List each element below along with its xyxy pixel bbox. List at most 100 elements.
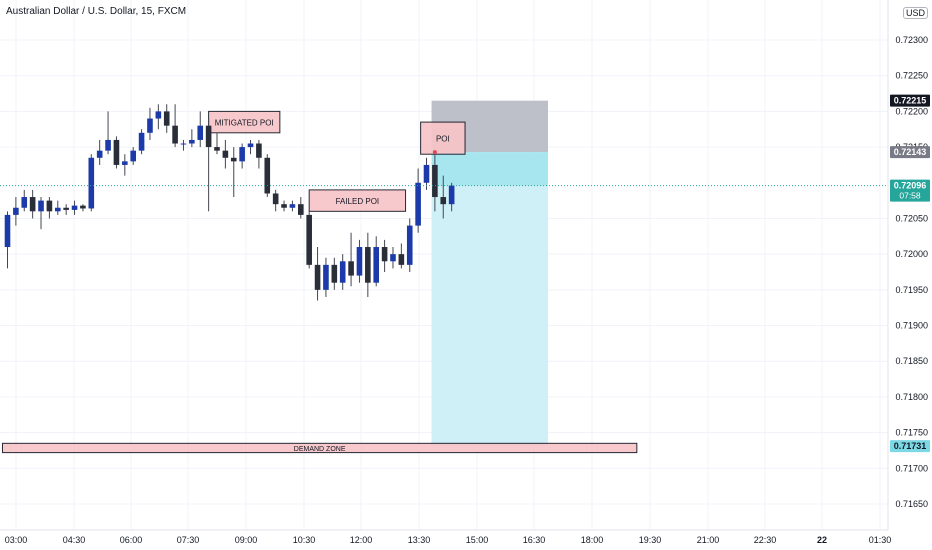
candle-down — [440, 197, 447, 205]
candle-down — [314, 264, 321, 290]
candle-up — [105, 139, 111, 151]
price-tick-label: 0.72250 — [895, 71, 928, 81]
candle-down — [264, 157, 271, 194]
time-tick-label: 04:30 — [63, 535, 86, 545]
candle-down — [381, 247, 388, 262]
candle-down — [63, 207, 69, 210]
candle-up — [448, 185, 455, 205]
price-label-countdown: 07:58 — [899, 191, 921, 201]
poi-box[interactable] — [420, 121, 466, 155]
candle-down — [298, 204, 304, 215]
candle-down — [230, 157, 237, 162]
price-tick-label: 0.71650 — [895, 499, 928, 509]
time-tick-label: 07:30 — [177, 535, 200, 545]
candle-up — [239, 147, 245, 162]
time-tick-label: 15:00 — [466, 535, 489, 545]
candle-down — [172, 125, 178, 144]
annotation-boxes[interactable]: MITIGATED POI FAILED POI POI DEMAND ZONE — [1, 110, 638, 454]
price-tick-label: 0.71850 — [895, 356, 928, 366]
candle-up — [339, 261, 346, 283]
price-axis-background[interactable] — [888, 0, 932, 550]
time-tick-label: 03:00 — [5, 535, 28, 545]
candle-down — [256, 143, 262, 158]
candle-up — [289, 204, 296, 208]
candle-up — [356, 247, 363, 276]
candles — [4, 104, 455, 301]
price-tick-label: 0.72200 — [895, 106, 928, 116]
time-tick-label: 16:30 — [523, 535, 546, 545]
candle-up — [406, 225, 413, 265]
candle-up — [197, 125, 204, 140]
candle-up — [71, 205, 78, 210]
failed-poi-box[interactable] — [308, 189, 407, 212]
time-tick-label: 06:00 — [120, 535, 143, 545]
candle-up — [373, 247, 380, 283]
candle-up — [138, 132, 145, 151]
time-tick-label: 12:00 — [350, 535, 373, 545]
candle-up — [130, 150, 136, 162]
time-tick-label: 22 — [817, 535, 827, 545]
candle-down — [163, 111, 170, 126]
price-tick-label: 0.72300 — [895, 35, 928, 45]
candle-up — [390, 254, 396, 262]
price-label-dark — [890, 94, 930, 107]
time-tick-label: 09:00 — [235, 535, 258, 545]
candle-down — [113, 139, 120, 165]
candle-up — [122, 161, 128, 165]
candle-up — [96, 150, 103, 158]
candle-down — [46, 200, 53, 212]
candle-down — [281, 204, 287, 208]
entry-marker — [432, 150, 437, 155]
time-tick-label: 01:30 — [869, 535, 892, 545]
candle-down — [272, 193, 279, 205]
time-tick-label: 10:30 — [293, 535, 316, 545]
candle-up — [155, 111, 162, 119]
candle-down — [306, 214, 312, 265]
time-axis[interactable]: 03:00 04:30 06:00 07:30 09:00 10:30 12:00 13:30… — [5, 535, 892, 545]
price-tick-label: 0.71900 — [895, 321, 928, 331]
active-profit-band — [431, 152, 549, 186]
candle-down — [398, 254, 405, 265]
price-label-text: 0.71731 — [894, 441, 927, 451]
price-label-text: 0.72096 — [894, 181, 927, 191]
price-tick-label: 0.71700 — [895, 463, 928, 473]
candle-up — [13, 207, 19, 215]
candle-down — [348, 261, 354, 276]
price-label-text: 0.72143 — [894, 147, 927, 157]
candle-down — [365, 247, 371, 283]
candle-down — [432, 164, 438, 198]
demand-zone-box[interactable] — [1, 442, 638, 454]
price-label-gray — [890, 146, 930, 159]
candle-up — [4, 214, 11, 248]
candle-down — [214, 147, 220, 151]
time-tick-label: 22:30 — [754, 535, 777, 545]
candle-up — [247, 143, 254, 148]
failed-poi-label: FAILED POI — [336, 197, 380, 206]
price-tick-label: 0.72050 — [895, 213, 928, 223]
candle-up — [323, 264, 329, 290]
poi-label: POI — [436, 135, 450, 144]
price-tick-label: 0.71750 — [895, 428, 928, 438]
currency-badge[interactable]: USD — [903, 7, 929, 19]
price-tick-label: 0.71800 — [895, 392, 928, 402]
price-tick-label: 0.72000 — [895, 249, 928, 259]
candle-down — [80, 205, 86, 209]
price-label-cyan — [890, 440, 930, 453]
demand-zone-label: DEMAND ZONE — [294, 446, 346, 453]
candle-down — [331, 264, 338, 283]
mitigated-poi-label: MITIGATED POI — [215, 119, 274, 128]
chart-title: Australian Dollar / U.S. Dollar, 15, FXC… — [6, 6, 187, 17]
candle-up — [88, 157, 95, 209]
price-tick-label: 0.71950 — [895, 285, 928, 295]
time-tick-label: 13:30 — [408, 535, 431, 545]
candle-down — [205, 125, 212, 148]
candle-up — [147, 118, 153, 133]
price-label-green — [890, 179, 930, 202]
candle-up — [38, 200, 44, 212]
time-tick-label: 18:00 — [581, 535, 604, 545]
candle-up — [189, 139, 195, 144]
candle-up — [21, 197, 28, 208]
time-tick-label: 21:00 — [697, 535, 720, 545]
